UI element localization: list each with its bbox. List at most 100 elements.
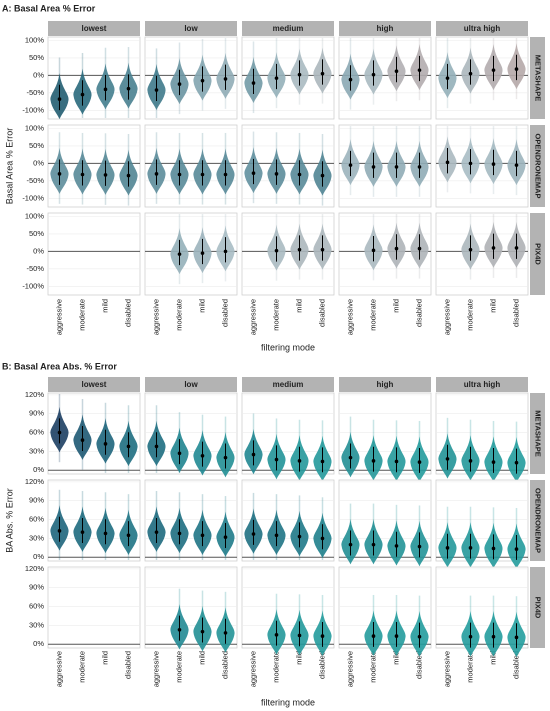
y-axis-label: BA Abs. % Error [4, 488, 14, 553]
median-point [57, 529, 62, 533]
median-point [80, 530, 85, 534]
median-point [394, 69, 399, 73]
x-tick-label: mild [488, 299, 497, 313]
x-tick-label: aggressive [442, 299, 451, 335]
facet-row-label: PIX4D [534, 243, 543, 265]
y-tick-label: 90% [29, 583, 44, 592]
median-point [348, 163, 353, 167]
facet-row-label: PIX4D [534, 597, 543, 619]
median-point [223, 535, 228, 539]
median-point [297, 172, 302, 177]
median-point [103, 442, 108, 446]
median-point [177, 252, 182, 256]
median-point [200, 251, 205, 255]
x-tick-label: moderate [465, 651, 474, 683]
median-point [394, 544, 399, 548]
median-point [468, 634, 473, 639]
median-point [514, 246, 519, 250]
median-point [417, 165, 422, 169]
y-tick-label: -100% [22, 105, 44, 114]
facet-strip [530, 480, 545, 561]
median-point [80, 438, 85, 442]
x-tick-label: aggressive [54, 299, 63, 335]
y-tick-label: 0% [33, 552, 44, 561]
median-point [200, 533, 205, 538]
median-point [223, 249, 228, 254]
facet-column-label: high [377, 24, 394, 33]
median-point [274, 533, 279, 538]
median-point [320, 247, 325, 252]
facet-row-label: METASHAPE [534, 55, 543, 102]
median-point [177, 531, 182, 536]
y-tick-label: 30% [29, 620, 44, 629]
x-tick-label: aggressive [54, 651, 63, 687]
facet-strip [48, 377, 140, 392]
median-point [154, 444, 159, 449]
median-point [103, 531, 108, 536]
median-point [274, 457, 279, 462]
median-point [251, 452, 256, 457]
x-tick-label: aggressive [442, 651, 451, 687]
y-axis-label: Basal Area % Error [4, 128, 14, 205]
x-tick-label: aggressive [345, 299, 354, 335]
x-tick-label: moderate [271, 651, 280, 683]
y-tick-label: 100% [25, 123, 45, 132]
median-point [468, 247, 473, 252]
median-point [514, 67, 519, 71]
x-tick-label: moderate [465, 299, 474, 331]
x-tick-label: mild [100, 299, 109, 313]
median-point [320, 173, 325, 178]
median-point [154, 530, 159, 534]
median-point [154, 172, 159, 176]
facet-row-label: OPENDRONEMAP [534, 488, 543, 553]
median-point [251, 81, 256, 85]
x-tick-label: aggressive [151, 299, 160, 335]
median-point [274, 248, 279, 253]
facet-strip [530, 37, 545, 119]
median-point [491, 246, 496, 250]
median-point [223, 631, 228, 635]
median-point [394, 459, 399, 464]
x-tick-label: disabled [414, 651, 423, 679]
median-point [468, 546, 473, 550]
x-tick-label: mild [391, 651, 400, 665]
x-tick-label: moderate [271, 299, 280, 331]
y-tick-label: -50% [26, 176, 44, 185]
median-point [80, 172, 85, 177]
y-tick-label: 0% [33, 246, 44, 255]
facet-strip [339, 377, 431, 392]
median-point [126, 533, 131, 538]
facet-strip [48, 21, 140, 36]
x-tick-label: mild [294, 299, 303, 313]
median-point [154, 88, 159, 92]
median-point [223, 172, 228, 177]
median-point [348, 455, 353, 460]
panel-title: A: Basal Area % Error [2, 3, 96, 13]
x-tick-label: disabled [317, 651, 326, 679]
y-tick-label: -50% [26, 88, 44, 97]
median-point [417, 460, 422, 464]
x-tick-label: moderate [368, 299, 377, 331]
median-point [223, 455, 228, 460]
median-point [103, 173, 108, 177]
x-tick-label: disabled [220, 299, 229, 327]
median-point [274, 633, 279, 637]
median-point [274, 76, 279, 80]
facet-column-label: low [184, 24, 198, 33]
median-point [200, 172, 205, 177]
median-point [126, 173, 131, 178]
median-point [297, 534, 302, 539]
panel-title: B: Basal Area Abs. % Error [2, 361, 117, 371]
median-point [297, 459, 302, 463]
y-tick-label: 60% [29, 515, 44, 524]
y-tick-label: 50% [29, 141, 44, 150]
facet-strip [530, 125, 545, 207]
x-tick-label: moderate [174, 651, 183, 683]
facet-strip [339, 21, 431, 36]
median-point [200, 453, 205, 458]
median-point [491, 546, 496, 551]
median-point [514, 460, 519, 465]
median-point [394, 165, 399, 169]
median-point [394, 634, 399, 638]
